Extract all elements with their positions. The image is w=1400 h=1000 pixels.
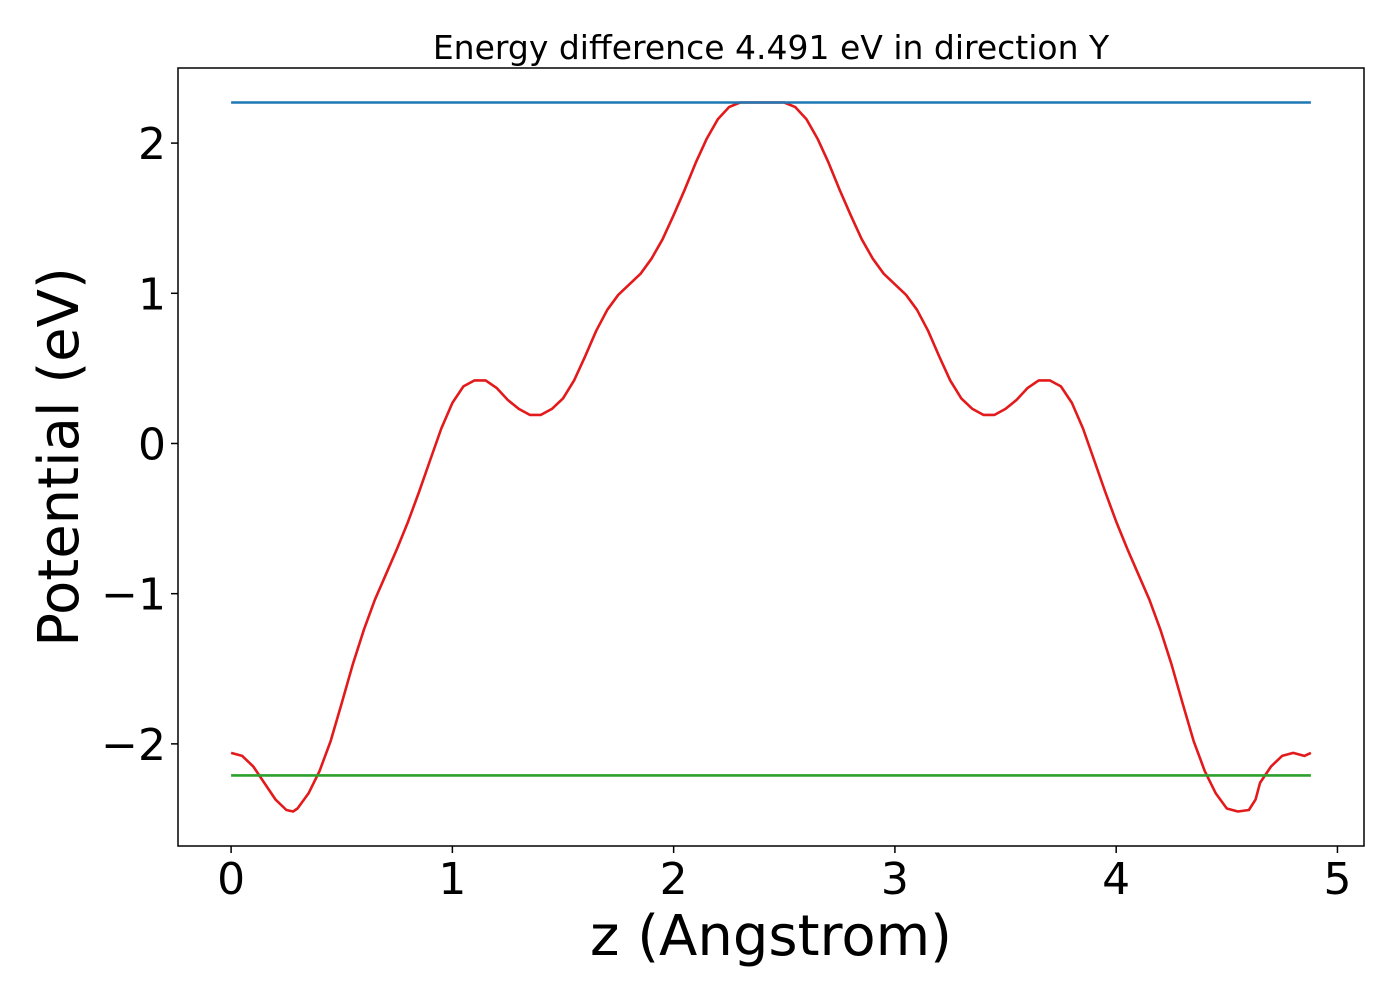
y-tick-label: −1 <box>101 570 166 621</box>
y-tick-label: 0 <box>138 419 166 470</box>
y-axis: −2 −1 0 1 2 <box>101 119 178 771</box>
y-tick-label: −2 <box>101 720 166 771</box>
x-axis-title: z (Angstrom) <box>590 904 952 969</box>
x-tick-label: 5 <box>1323 854 1351 905</box>
x-tick-label: 4 <box>1102 854 1130 905</box>
x-tick-label: 3 <box>881 854 909 905</box>
series-layer <box>230 101 1312 813</box>
y-tick-label: 1 <box>138 269 166 320</box>
y-tick-label: 2 <box>138 119 166 170</box>
y-axis-title: Potential (eV) <box>27 267 92 647</box>
chart-title: Energy difference 4.491 eV in direction … <box>433 28 1110 67</box>
x-tick-label: 1 <box>438 854 466 905</box>
plot-frame <box>177 67 1365 847</box>
x-axis: 0 1 2 3 4 5 <box>217 846 1351 905</box>
x-tick-label: 0 <box>217 854 245 905</box>
x-tick-label: 2 <box>660 854 688 905</box>
series-line-1 <box>230 101 1312 813</box>
